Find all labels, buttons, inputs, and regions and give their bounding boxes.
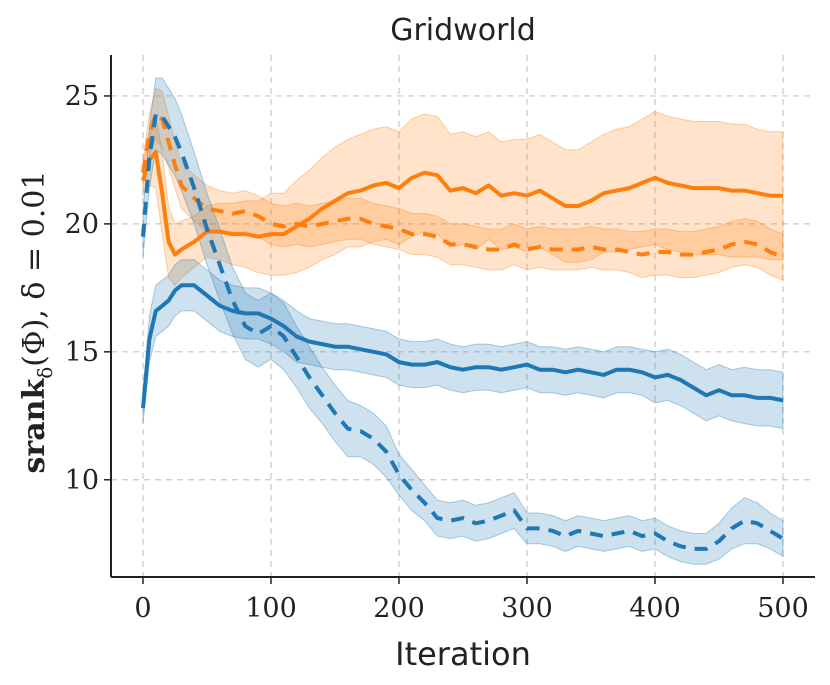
confidence-bands [142,77,784,565]
y-tick-label-10: 10 [65,465,99,496]
x-tick-label-200: 200 [373,593,425,624]
y-axis-label: srankδ(Φ), δ = 0.01 [17,171,57,474]
axes [110,55,815,578]
line-orange-solid [141,150,783,257]
y-tick-label-20: 20 [65,209,99,240]
chart-title: Gridworld [390,13,536,48]
band-blue-solid [142,259,784,430]
x-tick-label-400: 400 [629,593,681,624]
grid [111,55,815,577]
series-lines [141,111,785,551]
y-axis-label-rest: (Φ), δ = 0.01 [17,171,52,367]
line-orange-dashed [141,111,784,259]
x-ticks: 0 100 200 300 400 500 [134,577,809,624]
x-tick-label-100: 100 [245,593,297,624]
x-tick-label-300: 300 [501,593,553,624]
y-tick-label-25: 25 [65,81,99,112]
x-axis-label: Iteration [395,635,531,673]
y-axis-label-main: srank [17,378,52,474]
band-blue-dashed [142,77,784,565]
line-blue-solid [141,283,784,409]
band-orange-solid [142,110,784,287]
y-ticks: 10 15 20 25 [65,81,111,496]
x-tick-label-500: 500 [757,593,809,624]
y-axis-label-subscript: δ [33,367,57,379]
y-tick-label-15: 15 [65,337,99,368]
x-tick-label-0: 0 [134,593,151,624]
